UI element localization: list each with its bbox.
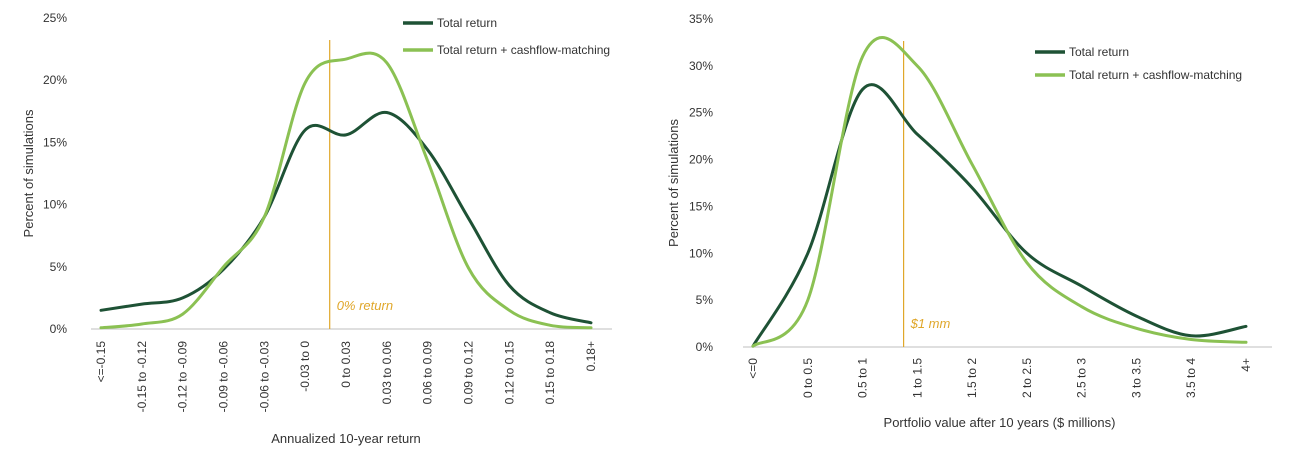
legend-label: Total return + cashflow-matching bbox=[1069, 68, 1242, 82]
reference-line-label: 0% return bbox=[337, 298, 393, 313]
series-line-1 bbox=[99, 110, 593, 325]
y-tick-label: 5% bbox=[696, 293, 714, 307]
x-tick-label: -0.09 to -0.06 bbox=[217, 341, 231, 413]
x-tick-label: 0 to 0.03 bbox=[339, 341, 353, 388]
legend-label: Total return bbox=[437, 16, 497, 30]
chart-1: 0% 5% 10% 15% 20% 25% <=-0.15 -0.15 to -0.12 -0.… bbox=[21, 11, 612, 446]
y-tick-label: 0% bbox=[696, 340, 714, 354]
series-line-2 bbox=[751, 36, 1248, 348]
chart-2: 0% 5% 10% 15% 20% 25% 30% 35% <=0 0 to 0.5 0.5 to … bbox=[666, 12, 1272, 430]
x-tick-label: 0.12 to 0.15 bbox=[502, 341, 516, 405]
x-tick-label: <=0 bbox=[746, 358, 760, 379]
x-tick-label: 3 to 3.5 bbox=[1129, 358, 1143, 398]
x-tick-label: 0.03 to 0.06 bbox=[380, 341, 394, 405]
y-axis-title: Percent of simulations bbox=[666, 119, 681, 247]
x-tick-label: -0.03 to 0 bbox=[298, 341, 312, 392]
y-tick-label: 5% bbox=[50, 260, 68, 274]
x-tick-label: 2.5 to 3 bbox=[1075, 358, 1089, 398]
x-tick-label: 1.5 to 2 bbox=[965, 358, 979, 398]
series-line-2 bbox=[99, 51, 593, 330]
reference-line-label: $1 mm bbox=[910, 316, 951, 331]
y-tick-label: 15% bbox=[43, 135, 67, 149]
y-tick-label: 10% bbox=[689, 246, 713, 260]
y-tick-label: 15% bbox=[689, 199, 713, 213]
y-tick-label: 10% bbox=[43, 198, 67, 212]
x-tick-label: 0.18+ bbox=[584, 341, 598, 371]
x-tick-label: 3.5 to 4 bbox=[1184, 358, 1198, 398]
y-tick-label: 30% bbox=[689, 59, 713, 73]
y-tick-label: 20% bbox=[689, 153, 713, 167]
x-tick-label: 0.5 to 1 bbox=[856, 358, 870, 398]
y-tick-label: 25% bbox=[43, 11, 67, 25]
y-axis-title: Percent of simulations bbox=[21, 109, 36, 237]
legend-label: Total return + cashflow-matching bbox=[437, 43, 610, 57]
x-axis-title: Portfolio value after 10 years ($ millio… bbox=[884, 415, 1116, 430]
y-tick-label: 35% bbox=[689, 12, 713, 26]
series-line-1 bbox=[751, 83, 1248, 348]
x-tick-label: -0.06 to -0.03 bbox=[257, 341, 271, 413]
legend-label: Total return bbox=[1069, 45, 1129, 59]
x-tick-label: -0.15 to -0.12 bbox=[135, 341, 149, 413]
x-tick-label: 0.15 to 0.18 bbox=[543, 341, 557, 405]
x-axis-title: Annualized 10-year return bbox=[271, 431, 421, 446]
x-tick-label: 4+ bbox=[1239, 358, 1253, 372]
y-tick-label: 20% bbox=[43, 73, 67, 87]
x-tick-label: <=-0.15 bbox=[94, 341, 108, 383]
x-tick-label: 0.09 to 0.12 bbox=[462, 341, 476, 405]
x-tick-label: 0 to 0.5 bbox=[801, 358, 815, 398]
x-tick-label: 0.06 to 0.09 bbox=[421, 341, 435, 405]
y-tick-label: 25% bbox=[689, 106, 713, 120]
y-tick-label: 0% bbox=[50, 322, 68, 336]
x-tick-label: -0.12 to -0.09 bbox=[176, 341, 190, 413]
x-tick-label: 2 to 2.5 bbox=[1020, 358, 1034, 398]
x-tick-label: 1 to 1.5 bbox=[910, 358, 924, 398]
